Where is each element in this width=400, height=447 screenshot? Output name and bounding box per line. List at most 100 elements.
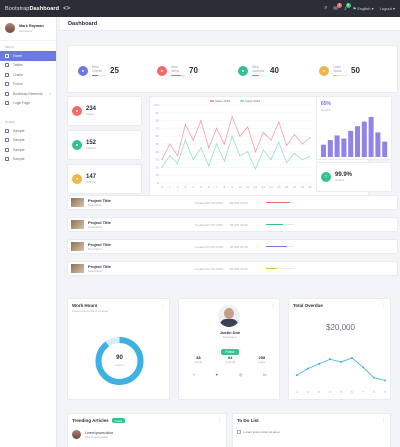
project-row[interactable]: Project Title Description Created 23 Oct 2… xyxy=(67,239,398,254)
more-options-icon[interactable]: ⋮ xyxy=(270,302,275,308)
y-tick-label: 70 xyxy=(156,126,160,130)
facebook-icon[interactable]: f xyxy=(193,372,195,377)
more-options-icon[interactable]: ⋮ xyxy=(381,302,386,308)
project-progress xyxy=(266,223,294,226)
sidebar-item-sample[interactable]: Sample xyxy=(0,126,56,136)
series-point xyxy=(208,165,210,167)
stat-items: ● New Items 70 xyxy=(157,65,198,76)
x-tick-label: 9 xyxy=(384,390,386,394)
profile-card: ⋮ Justin Doe Developer Follow 38 Posts 64 F… xyxy=(178,298,280,400)
stat-tasks: ● Open Tasks 50 xyxy=(319,65,360,76)
series-point xyxy=(254,168,257,170)
growth-percent: 65% xyxy=(321,101,332,107)
series-point xyxy=(208,147,210,149)
x-tick-label: 9 xyxy=(231,185,233,189)
growth-bar xyxy=(368,117,374,157)
stat-value: 40 xyxy=(270,66,279,75)
sidebar-item-tables[interactable]: Tables xyxy=(0,61,56,71)
overdue-point xyxy=(296,374,298,377)
stat-progress xyxy=(171,75,185,76)
stat-invoices: ● New Invoices 40 xyxy=(238,65,279,76)
growth-bar xyxy=(341,138,347,157)
project-progress xyxy=(266,245,294,248)
brand-logo[interactable]: BootstrapDashboard xyxy=(5,6,59,12)
stat-label-2: Clients xyxy=(92,69,103,73)
article-title[interactable]: Lorem ipsum dolor xyxy=(85,430,114,435)
project-row[interactable]: Project Title Description Created 23 Oct 2… xyxy=(67,195,398,210)
overdue-point xyxy=(329,358,331,361)
project-title: Project Title xyxy=(88,264,111,269)
todo-item: Lorem ipsum dolor sit amet xyxy=(243,430,280,434)
notifications-icon[interactable]: ✉ 3 xyxy=(333,2,342,12)
twitter-icon[interactable]: ♥ xyxy=(215,372,218,377)
x-tick-label: 6 xyxy=(208,185,210,189)
sidebar-item-login-page[interactable]: Login Page xyxy=(0,99,56,109)
follow-button[interactable]: Follow xyxy=(221,349,239,355)
uptime-card: ⇡ 99.9% Uptime xyxy=(316,162,392,192)
project-thumbnail xyxy=(71,242,84,251)
project-date: Created 23 Oct 2019 xyxy=(195,222,223,227)
series-point xyxy=(169,155,171,157)
sidebar-item-label: Home xyxy=(13,53,23,58)
notification-badge: 3 xyxy=(336,2,342,8)
x-tick-label: 7 xyxy=(216,185,218,189)
instagram-icon[interactable]: ◎ xyxy=(238,372,243,377)
kpi-icon: ● xyxy=(72,106,82,116)
user-role: Developer xyxy=(19,28,33,33)
sidebar-profile[interactable]: Mark Rayman Developer xyxy=(0,17,56,41)
profile-name: Justin Doe xyxy=(219,330,241,335)
stat-clients: ● New Clients 25 xyxy=(78,65,119,76)
more-options-icon[interactable]: ⋮ xyxy=(217,417,222,423)
sidebar-item-forms[interactable]: Forms xyxy=(0,80,56,90)
more-options-icon[interactable]: ⋮ xyxy=(160,302,165,308)
project-row[interactable]: Project Title Description Created 23 Oct 2… xyxy=(67,261,398,276)
series-point xyxy=(262,149,264,151)
series-point xyxy=(278,121,280,123)
profile-stat-label: Friends xyxy=(225,360,236,364)
stat-value: 70 xyxy=(189,66,198,75)
kpi-label: Orders xyxy=(86,180,96,184)
series-point xyxy=(254,151,257,153)
sidebar-item-sample[interactable]: Sample xyxy=(0,155,56,165)
growth-label: Growth xyxy=(321,108,331,112)
project-row[interactable]: Project Title Description Created 23 Oct 2… xyxy=(67,217,398,232)
series-point xyxy=(176,155,179,157)
language-selector[interactable]: ⚑ English ▾ xyxy=(352,6,374,11)
x-tick-label: 3 xyxy=(185,185,187,189)
brand-name: Dashboard xyxy=(29,5,60,12)
sidebar-item-sample[interactable]: Sample xyxy=(0,145,56,155)
work-hours-unit: Hours xyxy=(115,363,124,367)
stat-icon: ● xyxy=(157,65,167,76)
sidebar-item-sample[interactable]: Sample xyxy=(0,136,56,146)
work-hours-title: Work Hours xyxy=(72,303,98,308)
sidebar-item-charts[interactable]: Charts xyxy=(0,70,56,80)
overdue-point xyxy=(373,376,375,379)
menu-toggle-icon[interactable]: <> xyxy=(63,5,71,12)
profile-stat-value: 208 xyxy=(258,355,266,360)
kpi-icon: ● xyxy=(72,174,82,184)
nav-icon xyxy=(5,72,9,77)
linkedin-icon[interactable]: in xyxy=(263,372,267,377)
stat-icon: ● xyxy=(319,65,329,76)
trending-title: Trending Articles xyxy=(72,418,109,423)
sidebar-item-bootstrap-elements[interactable]: Bootstrap Elements › xyxy=(0,89,56,99)
bell-icon[interactable]: ♪ 5 xyxy=(343,2,351,12)
stat-label-2: Tasks xyxy=(333,69,342,73)
x-tick-label: 1 xyxy=(169,185,171,189)
stat-progress xyxy=(92,75,106,76)
series-point xyxy=(309,155,311,158)
todo-checkbox[interactable] xyxy=(237,430,241,434)
stat-label-2: Invoices xyxy=(252,69,265,73)
stat-label-2: Items xyxy=(171,69,180,73)
x-tick-label: 3 xyxy=(318,390,320,394)
y-tick-label: 40 xyxy=(156,150,160,154)
sidebar-item-home[interactable]: Home xyxy=(0,51,56,61)
more-options-icon[interactable]: ⋮ xyxy=(381,417,386,423)
series-point xyxy=(262,131,264,133)
stat-label-1: New xyxy=(171,65,178,69)
logout-button[interactable]: Logout ▾ xyxy=(379,6,395,11)
search-icon[interactable]: ⌕ xyxy=(324,5,328,11)
sidebar-item-label: Tables xyxy=(13,63,23,68)
growth-bar xyxy=(321,144,326,157)
